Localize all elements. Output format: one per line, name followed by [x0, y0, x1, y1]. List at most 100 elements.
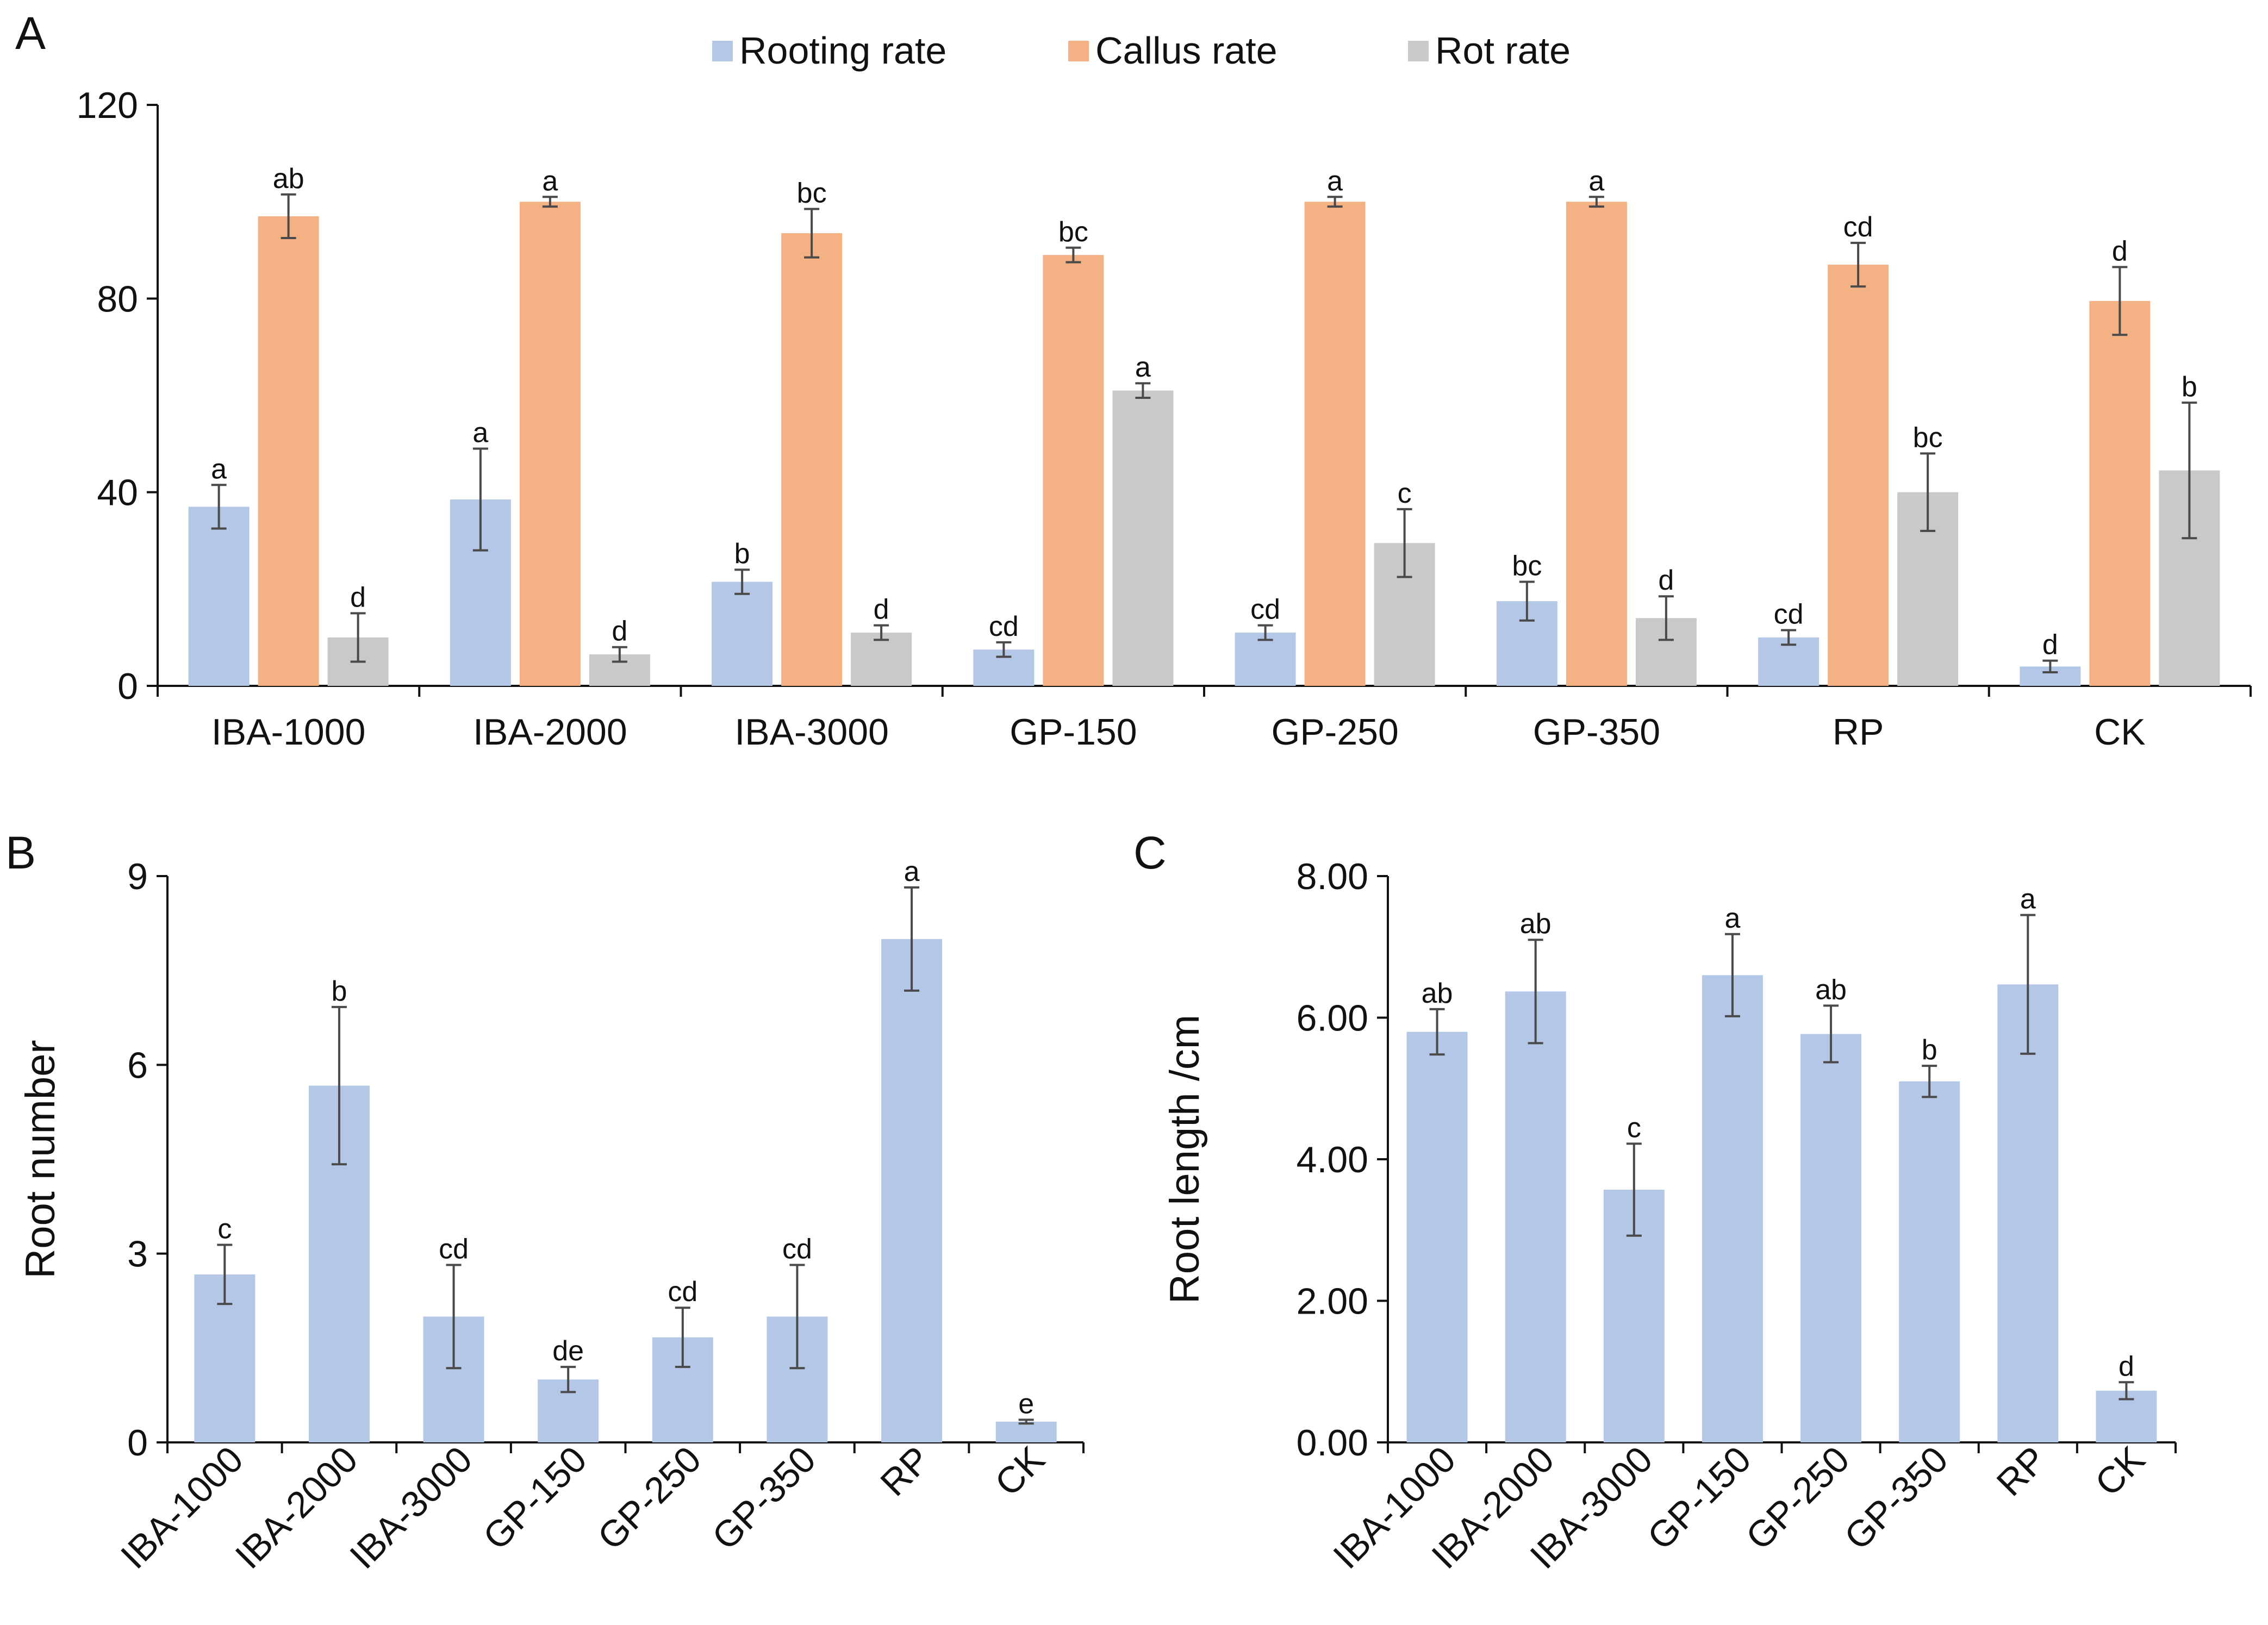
bar-callus-rate [1566, 202, 1627, 686]
y-tick-label: 9 [127, 856, 148, 897]
significance-label: bc [1058, 216, 1088, 248]
bar-root-length [1997, 984, 2059, 1442]
significance-label: a [211, 453, 227, 485]
y-tick-label: 2.00 [1297, 1281, 1368, 1322]
panel-a-rooting-callus-rot-chart: A 0 40 80 120 IBA-1000 IBA-2000 IBA-3000 GP-150 G… [15, 8, 2252, 753]
x-category-label: GP-150 [475, 1439, 594, 1558]
legend-label-rot-rate: Rot rate [1435, 29, 1571, 72]
significance-label: a [2020, 884, 2036, 915]
significance-label: bc [1512, 550, 1542, 582]
legend-swatch-callus-rate [1068, 41, 1089, 61]
significance-label: b [331, 976, 347, 1007]
significance-label: c [1398, 478, 1412, 509]
significance-label: a [472, 417, 488, 448]
bar-root-length [1505, 991, 1566, 1442]
significance-label: d [612, 616, 627, 647]
x-category-label: IBA-2000 [227, 1439, 365, 1577]
bar-callus-rate [1043, 255, 1104, 686]
bar-rooting-rate [712, 582, 773, 686]
y-axis-title: Root number [17, 1040, 64, 1278]
significance-label: cd [1250, 594, 1280, 626]
x-category-label: GP-350 [705, 1439, 824, 1558]
significance-label: a [904, 856, 920, 888]
significance-label: d [874, 594, 889, 626]
x-category-label: IBA-2000 [473, 711, 627, 753]
x-category-label: RP [1989, 1439, 2054, 1504]
significance-label: cd [668, 1276, 697, 1308]
legend-label-callus-rate: Callus rate [1095, 29, 1278, 72]
significance-label: bc [797, 178, 827, 209]
significance-label: ab [1422, 978, 1453, 1009]
significance-label: e [1018, 1388, 1034, 1420]
significance-label: cd [782, 1234, 812, 1265]
y-tick-label: 0 [117, 666, 138, 707]
bar-callus-rate [1828, 264, 1889, 686]
panel-letter-b: B [5, 827, 36, 878]
x-category-label: GP-250 [1738, 1439, 1857, 1558]
significance-label: a [542, 165, 558, 197]
significance-label: de [552, 1335, 584, 1367]
significance-label: c [217, 1213, 232, 1245]
legend-swatch-rot-rate [1408, 41, 1429, 61]
significance-label: d [1658, 565, 1674, 596]
bar-rot-rate [1112, 390, 1174, 686]
panel-letter-c: C [1133, 827, 1167, 878]
y-tick-label: 3 [127, 1234, 148, 1275]
x-category-label: CK [2088, 1439, 2153, 1504]
bar-root-number [995, 1421, 1057, 1442]
significance-label: cd [1843, 211, 1873, 243]
bar-rooting-rate [188, 507, 250, 686]
x-category-label: IBA-1000 [211, 711, 366, 753]
significance-label: b [2182, 371, 2197, 403]
y-tick-label: 0 [127, 1422, 148, 1464]
y-tick-label: 4.00 [1297, 1139, 1368, 1180]
significance-label: bc [1913, 422, 1943, 453]
bar-root-length [1406, 1032, 1468, 1442]
bar-callus-rate [2089, 301, 2151, 686]
bar-callus-rate [519, 202, 581, 686]
bar-callus-rate [781, 233, 843, 686]
x-category-label: GP-150 [1010, 711, 1137, 753]
bar-rot-rate [851, 633, 912, 686]
x-category-label: IBA-3000 [342, 1439, 480, 1577]
x-category-label: GP-150 [1640, 1439, 1759, 1558]
x-category-label: RP [1833, 711, 1884, 753]
bar-root-number [881, 939, 943, 1442]
x-category-label: CK [987, 1439, 1053, 1504]
bar-root-length [1899, 1081, 1960, 1442]
bar-callus-rate [258, 216, 319, 686]
significance-label: b [1922, 1034, 1937, 1066]
x-category-label: GP-350 [1533, 711, 1660, 753]
y-axis-title: Root length /cm [1162, 1015, 1208, 1304]
bar-root-length [1702, 975, 1763, 1442]
significance-label: a [1724, 903, 1740, 934]
significance-label: d [2119, 1351, 2134, 1382]
significance-label: cd [989, 611, 1019, 642]
bar-rooting-rate [1235, 633, 1296, 686]
legend-swatch-rooting-rate [712, 41, 733, 61]
significance-label: c [1627, 1112, 1641, 1143]
x-category-label: RP [873, 1439, 938, 1504]
significance-label: d [350, 582, 366, 613]
significance-label: b [734, 538, 750, 570]
significance-label: ab [1815, 974, 1847, 1005]
bar-root-length [1800, 1034, 1862, 1442]
y-tick-label: 0.00 [1297, 1422, 1368, 1464]
significance-label: a [1135, 352, 1151, 383]
bar-callus-rate [1304, 202, 1366, 686]
x-category-label: GP-350 [1836, 1439, 1955, 1558]
significance-label: cd [439, 1234, 469, 1265]
significance-label: a [1588, 165, 1604, 197]
x-category-label: GP-250 [1271, 711, 1398, 753]
significance-label: d [2112, 235, 2128, 267]
x-category-label: IBA-3000 [734, 711, 889, 753]
significance-label: cd [1774, 599, 1804, 630]
panel-b-root-number-chart: B0369IBA-1000IBA-2000IBA-3000GP-150GP-25… [5, 827, 1085, 1577]
panel-c-root-length-chart: C0.002.004.006.008.00IBA-1000IBA-2000IBA… [1133, 827, 2177, 1577]
x-category-label: CK [2094, 711, 2145, 753]
y-tick-label: 6 [127, 1045, 148, 1086]
significance-label: ab [273, 163, 304, 195]
y-tick-label: 80 [97, 278, 138, 320]
y-tick-label: 6.00 [1297, 998, 1368, 1039]
